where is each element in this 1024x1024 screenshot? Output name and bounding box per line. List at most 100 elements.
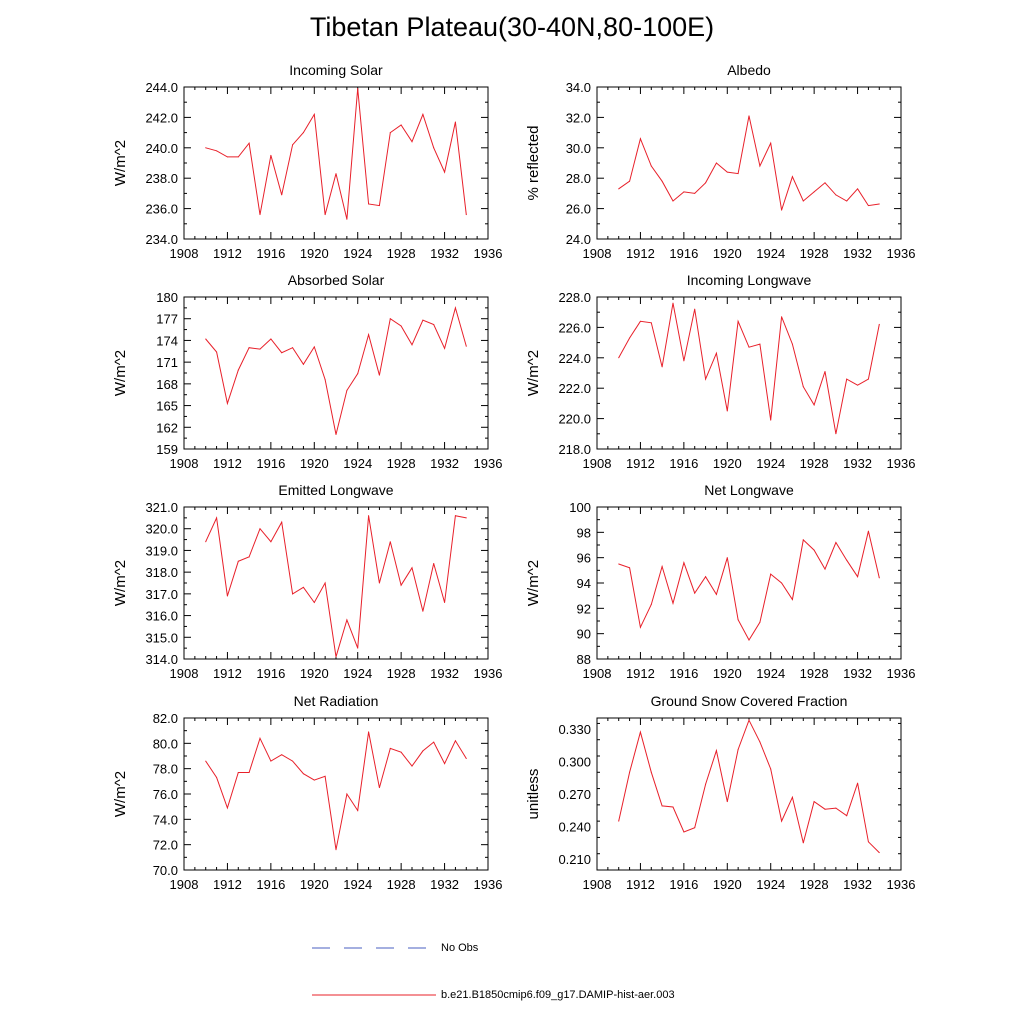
y-tick-label: 32.0: [566, 110, 591, 125]
y-tick-label: 76.0: [153, 787, 178, 802]
data-point: [411, 344, 413, 346]
y-tick-label: 222.0: [558, 381, 591, 396]
x-tick-label: 1928: [387, 456, 416, 471]
series-line-emitted-longwave: [205, 515, 467, 657]
data-point: [726, 171, 728, 173]
y-tick-label: 90: [577, 627, 591, 642]
data-point: [259, 528, 261, 530]
y-tick-label: 80.0: [153, 736, 178, 751]
y-tick-label: 0.300: [558, 754, 591, 769]
data-point: [694, 192, 696, 194]
plot-frame: [596, 506, 902, 660]
data-point: [205, 147, 207, 149]
data-point: [802, 386, 804, 388]
y-tick-label: 244.0: [145, 80, 178, 95]
data-point: [335, 656, 337, 658]
data-point: [259, 214, 261, 216]
data-point: [661, 566, 663, 568]
data-point: [824, 568, 826, 570]
x-tick-label: 1920: [300, 246, 329, 261]
data-point: [846, 378, 848, 380]
y-tick-label: 174: [156, 333, 178, 348]
data-point: [422, 750, 424, 752]
x-tick-label: 1908: [170, 246, 199, 261]
data-point: [857, 576, 859, 578]
data-point: [378, 582, 380, 584]
data-point: [878, 323, 880, 325]
y-tick-label: 314.0: [145, 652, 178, 667]
x-tick-label: 1920: [713, 666, 742, 681]
x-tick-label: 1916: [256, 877, 285, 892]
y-tick-label: 242.0: [145, 110, 178, 125]
data-point: [867, 841, 869, 843]
data-point: [454, 121, 456, 123]
y-tick-label: 30.0: [566, 141, 591, 156]
data-point: [216, 150, 218, 152]
x-tick-label: 1920: [713, 877, 742, 892]
panel-title: Net Radiation: [294, 693, 379, 709]
data-point: [389, 132, 391, 134]
data-point: [867, 530, 869, 532]
data-point: [400, 751, 402, 753]
data-point: [791, 796, 793, 798]
x-tick-label: 1936: [887, 877, 916, 892]
data-point: [292, 760, 294, 762]
y-tick-label: 315.0: [145, 630, 178, 645]
data-point: [357, 88, 359, 90]
x-tick-label: 1908: [583, 246, 612, 261]
data-point: [672, 200, 674, 202]
data-point: [302, 773, 304, 775]
data-point: [846, 559, 848, 561]
data-point: [639, 626, 641, 628]
data-point: [824, 370, 826, 372]
y-tick-label: 218.0: [558, 442, 591, 457]
data-point: [694, 308, 696, 310]
data-point: [672, 302, 674, 304]
data-point: [857, 782, 859, 784]
data-point: [302, 586, 304, 588]
data-point: [726, 410, 728, 412]
y-tick-label: 98: [577, 525, 591, 540]
data-point: [205, 760, 207, 762]
x-tick-label: 1924: [756, 246, 785, 261]
data-point: [237, 156, 239, 158]
data-point: [650, 165, 652, 167]
y-tick-label: 240.0: [145, 141, 178, 156]
panel-net-longwave: 1908 1912 1916 1920 1924 1928 1932 1936 88 90 92 94…: [525, 482, 915, 681]
x-tick-label: 1916: [256, 456, 285, 471]
data-point: [216, 351, 218, 353]
data-point: [683, 831, 685, 833]
panel-title: Albedo: [727, 62, 771, 78]
data-point: [237, 369, 239, 371]
data-point: [335, 173, 337, 175]
x-tick-label: 1920: [713, 246, 742, 261]
y-axis-label: W/m^2: [112, 771, 129, 817]
y-tick-label: 28.0: [566, 171, 591, 186]
y-tick-label: 94: [577, 576, 591, 591]
y-tick-label: 78.0: [153, 762, 178, 777]
data-point: [629, 567, 631, 569]
data-point: [661, 180, 663, 182]
data-point: [248, 771, 250, 773]
data-point: [400, 325, 402, 327]
x-tick-label: 1936: [887, 246, 916, 261]
series-line-albedo: [618, 115, 880, 211]
data-point: [216, 517, 218, 519]
panel-incoming-longwave: 1908 1912 1916 1920 1924 1928 1932 1936 218.0 220…: [525, 272, 915, 471]
data-point: [302, 132, 304, 134]
data-point: [433, 562, 435, 564]
data-point: [813, 801, 815, 803]
data-point: [422, 319, 424, 321]
data-point: [378, 205, 380, 207]
data-point: [770, 573, 772, 575]
data-point: [759, 165, 761, 167]
data-point: [878, 203, 880, 205]
data-point: [791, 343, 793, 345]
data-point: [292, 347, 294, 349]
panel-title: Net Longwave: [704, 482, 794, 498]
y-tick-label: 180: [156, 290, 178, 305]
data-point: [694, 827, 696, 829]
x-tick-label: 1924: [343, 666, 372, 681]
x-tick-label: 1932: [843, 456, 872, 471]
x-tick-label: 1924: [756, 877, 785, 892]
